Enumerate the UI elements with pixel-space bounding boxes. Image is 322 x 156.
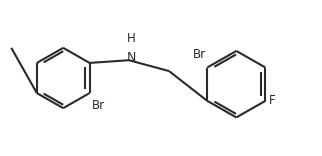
Text: H: H [127,32,136,45]
Text: N: N [127,51,136,64]
Text: F: F [269,94,275,107]
Text: Br: Br [92,99,105,112]
Text: Br: Br [193,48,205,61]
